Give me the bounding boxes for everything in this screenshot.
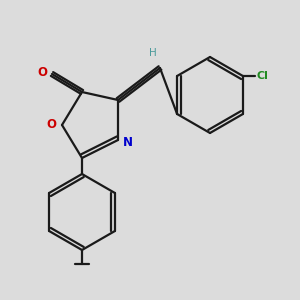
Text: O: O [46, 118, 56, 131]
Text: Cl: Cl [257, 71, 269, 81]
Text: O: O [37, 65, 47, 79]
Text: H: H [149, 48, 157, 58]
Text: N: N [123, 136, 133, 148]
